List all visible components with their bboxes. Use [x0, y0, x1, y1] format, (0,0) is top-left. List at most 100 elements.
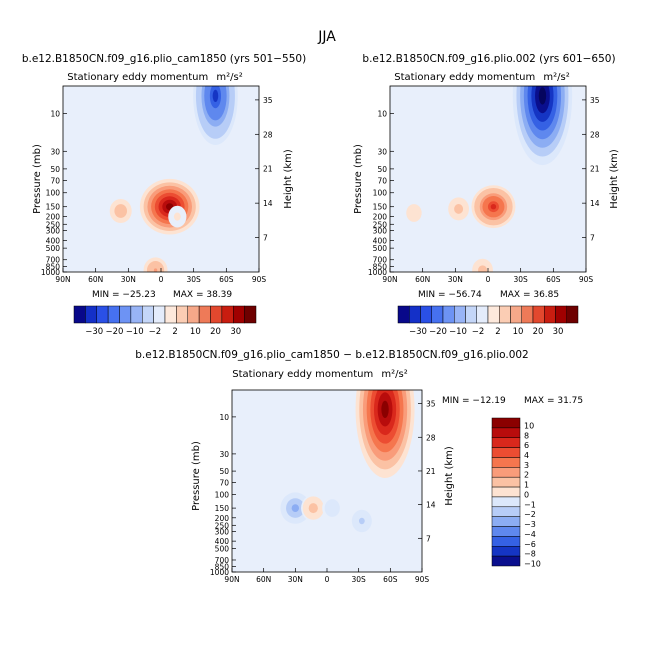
panel-1-units: m²/s²: [216, 72, 242, 83]
colorbar-swatch: [491, 526, 521, 537]
colorbar-swatch: [476, 305, 489, 324]
height-tick-label: 7: [426, 534, 431, 543]
heatmap-contour: [330, 506, 334, 510]
colorbar-swatch: [491, 516, 521, 527]
panel-2-heatmap: [390, 86, 586, 272]
panel-1-plot-title: Stationary eddy momentum m²/s²: [67, 72, 242, 83]
panel-2-plot-title: Stationary eddy momentum m²/s²: [394, 72, 569, 83]
colorbar-swatch: [397, 305, 410, 324]
colorbar-label: 0: [524, 490, 529, 499]
y-tick-label: 10: [377, 109, 387, 118]
panel-3-plot-title: Stationary eddy momentum m²/s²: [232, 369, 407, 380]
panel-2-x-ticks: 90N 60N 30N 0 30S 60S 90S: [382, 268, 593, 284]
height-tick-label: 21: [590, 165, 600, 174]
colorbar-swatch: [491, 417, 521, 429]
colorbar-swatch: [130, 305, 143, 324]
panel-2-title-text: Stationary eddy momentum: [394, 72, 535, 83]
panel-3-case-title: b.e12.B1850CN.f09_g16.plio_cam1850 − b.e…: [135, 349, 528, 361]
colorbar-swatch: [491, 496, 521, 508]
x-tick-label: 90N: [55, 275, 70, 284]
y-tick-label: 850: [373, 262, 388, 271]
y-tick-label: 300: [46, 227, 61, 236]
colorbar-label: −2: [524, 510, 536, 519]
heatmap-contour: [311, 506, 315, 510]
height-tick-label: 7: [590, 234, 595, 243]
y-tick-label: 30: [219, 450, 229, 459]
height-tick-label: 28: [426, 433, 436, 442]
colorbar-swatch: [491, 546, 521, 557]
height-tick-label: 28: [263, 130, 273, 139]
panel-3-heatmap: [232, 390, 422, 572]
colorbar-label: 8: [524, 431, 529, 440]
colorbar-label: 2: [495, 327, 500, 337]
colorbar-1: −30 −20 −10 −2 2 10 20 30: [73, 305, 257, 337]
x-tick-label: 60S: [546, 275, 561, 284]
heatmap-contour: [381, 400, 389, 418]
heatmap-contour: [360, 519, 364, 523]
panel-3-x-ticks: 90N 60N 30N 0 30S 60S 90S: [224, 568, 429, 584]
colorbar-swatch: [442, 305, 455, 324]
colorbar-label: −8: [524, 550, 536, 559]
y-tick-label: 300: [215, 527, 230, 536]
colorbar-label: −10: [449, 327, 467, 337]
y-tick-label: 250: [373, 220, 388, 229]
heatmap-contour: [176, 215, 179, 219]
x-tick-label: 30N: [121, 275, 136, 284]
colorbar-swatch: [153, 305, 166, 324]
colorbar-swatch: [521, 305, 534, 324]
panel-3-min-label: MIN = −12.19: [442, 396, 506, 406]
colorbar-swatch: [107, 305, 120, 324]
y-tick-label: 1000: [368, 268, 387, 277]
x-tick-label: 60N: [88, 275, 103, 284]
panel-3-max-label: MAX = 31.75: [524, 396, 583, 406]
y-tick-label: 100: [46, 189, 61, 198]
heatmap-contour: [153, 268, 158, 272]
heatmap-contour: [457, 207, 461, 211]
panel-2-height-ticks: 35 28 21 14 7: [582, 96, 600, 243]
colorbar-swatch: [491, 536, 521, 547]
colorbar-swatch: [487, 305, 500, 324]
y-tick-label: 300: [373, 227, 388, 236]
y-tick-label: 500: [46, 244, 61, 253]
colorbar-label: 2: [524, 471, 529, 480]
colorbar-swatch: [566, 305, 579, 324]
colorbar-swatch: [465, 305, 477, 324]
colorbar-label: −30: [409, 327, 427, 337]
y-tick-label: 700: [46, 256, 61, 265]
panel-3-y-axis-label: Pressure (mb): [191, 441, 202, 511]
x-tick-label: 30S: [352, 575, 367, 584]
colorbar-label: −30: [85, 327, 103, 337]
y-tick-label: 100: [215, 490, 230, 499]
y-tick-label: 150: [215, 504, 230, 513]
colorbar-swatch: [409, 305, 421, 324]
x-tick-label: 30N: [448, 275, 463, 284]
colorbar-swatch: [491, 447, 521, 458]
panel-3-height-axis-label: Height (km): [444, 446, 455, 506]
x-tick-label: 60N: [256, 575, 271, 584]
height-tick-label: 35: [590, 96, 600, 105]
panel-1-y-axis-label: Pressure (mb): [32, 144, 43, 214]
colorbar-swatch: [164, 305, 177, 324]
panel-2-min-label: MIN = −56.74: [418, 290, 482, 300]
panel-1-height-axis-label: Height (km): [283, 149, 294, 209]
y-tick-label: 200: [46, 213, 61, 222]
y-tick-label: 70: [50, 176, 60, 185]
colorbar-swatch: [85, 305, 97, 324]
colorbar-label: −3: [524, 520, 536, 529]
colorbar-label: −2: [149, 327, 162, 337]
colorbar-label: −6: [524, 540, 536, 549]
x-tick-label: 90N: [382, 275, 397, 284]
colorbar-label: 10: [190, 327, 201, 337]
panel-1-heatmap: [63, 86, 259, 272]
figure-title: JJA: [317, 29, 336, 45]
x-tick-label: 0: [325, 575, 330, 584]
y-tick-label: 50: [50, 165, 60, 174]
colorbar-swatch: [532, 305, 545, 324]
heatmap-contour: [212, 89, 219, 103]
x-tick-label: 30N: [288, 575, 303, 584]
y-tick-label: 50: [219, 467, 229, 476]
